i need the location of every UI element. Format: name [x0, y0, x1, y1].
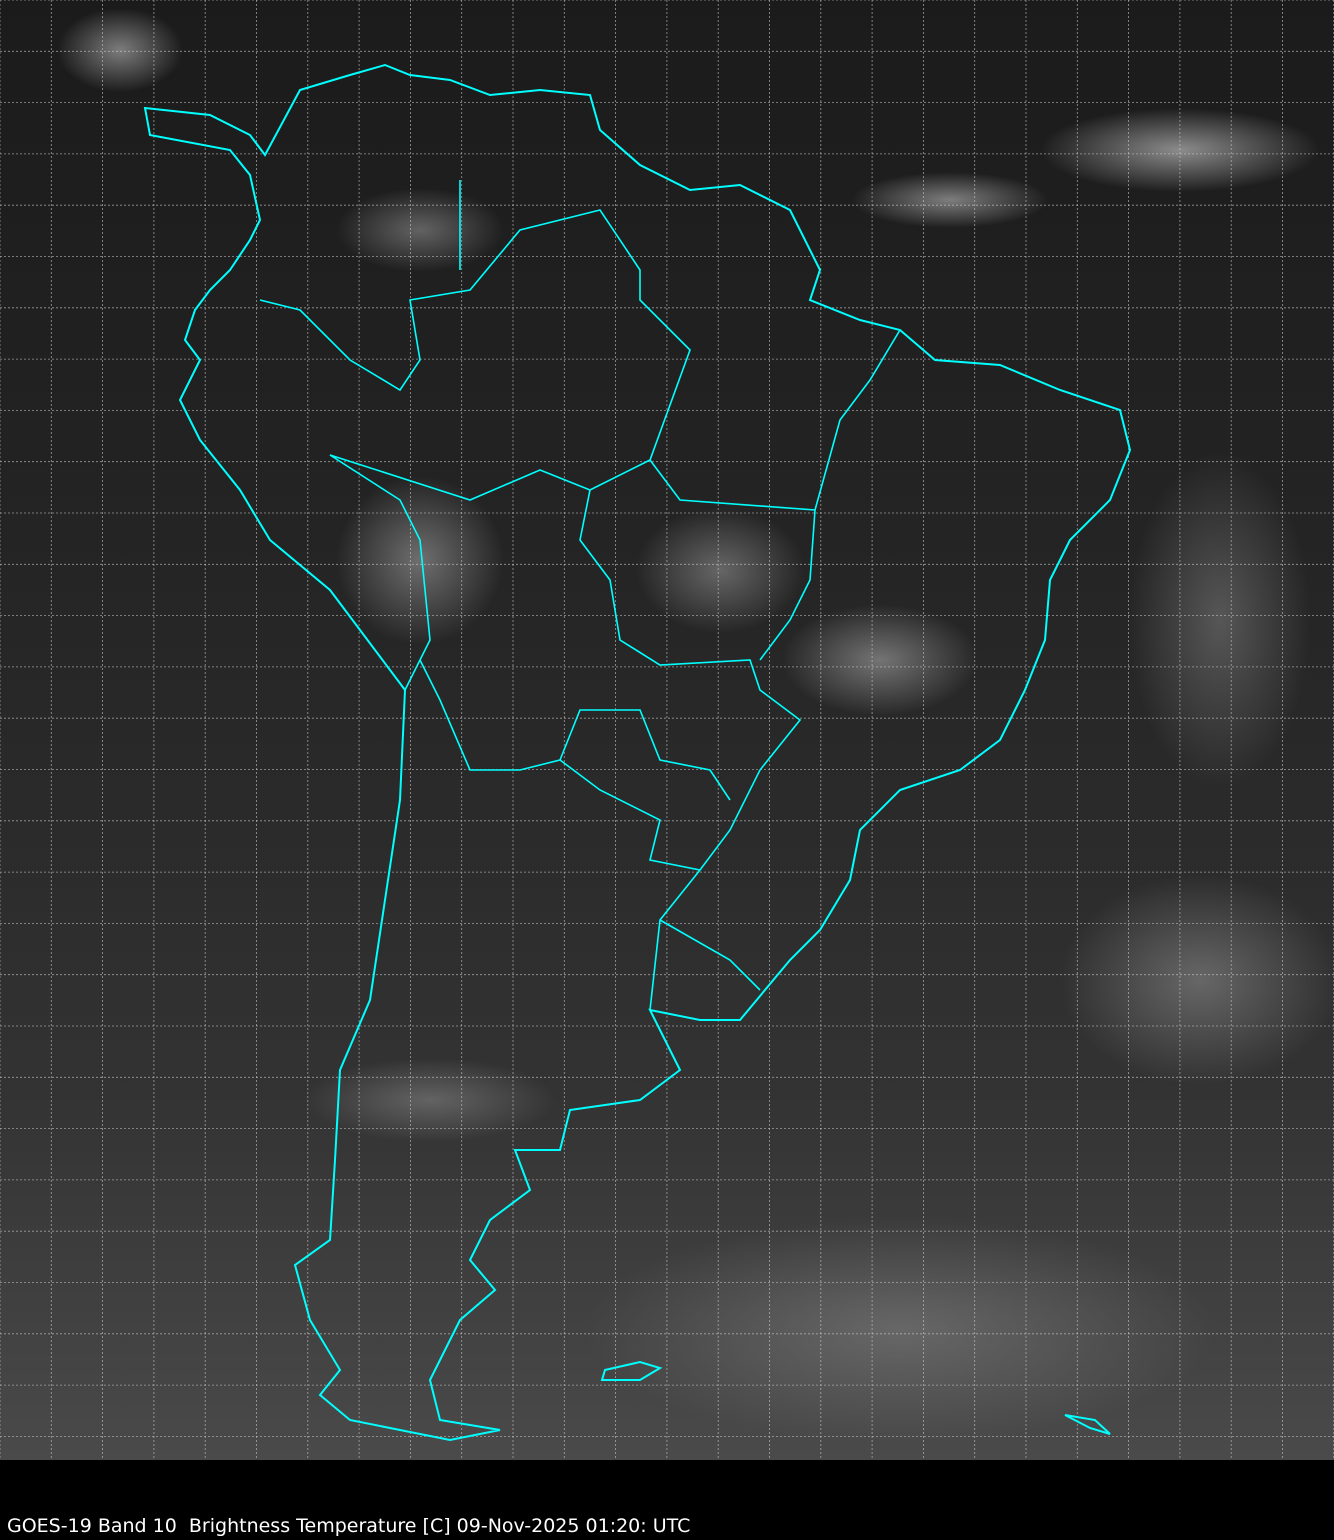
falkland-islands: [600, 1360, 663, 1381]
lat-lon-grid: [0, 0, 1334, 1460]
south-georgia-island: [1064, 1414, 1111, 1435]
image-caption: GOES-19 Band 10 Brightness Temperature […: [7, 1515, 691, 1537]
map-overlay: [0, 0, 1334, 1460]
country-borders: [259, 180, 901, 1011]
south-america-coastline: [143, 63, 1132, 1442]
